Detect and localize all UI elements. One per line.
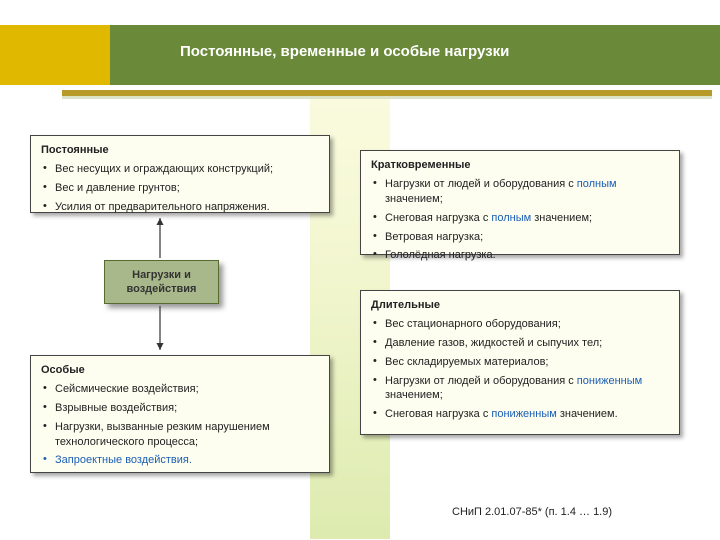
arrows xyxy=(0,0,720,540)
footnote: СНиП 2.01.07-85* (п. 1.4 … 1.9) xyxy=(452,506,612,518)
